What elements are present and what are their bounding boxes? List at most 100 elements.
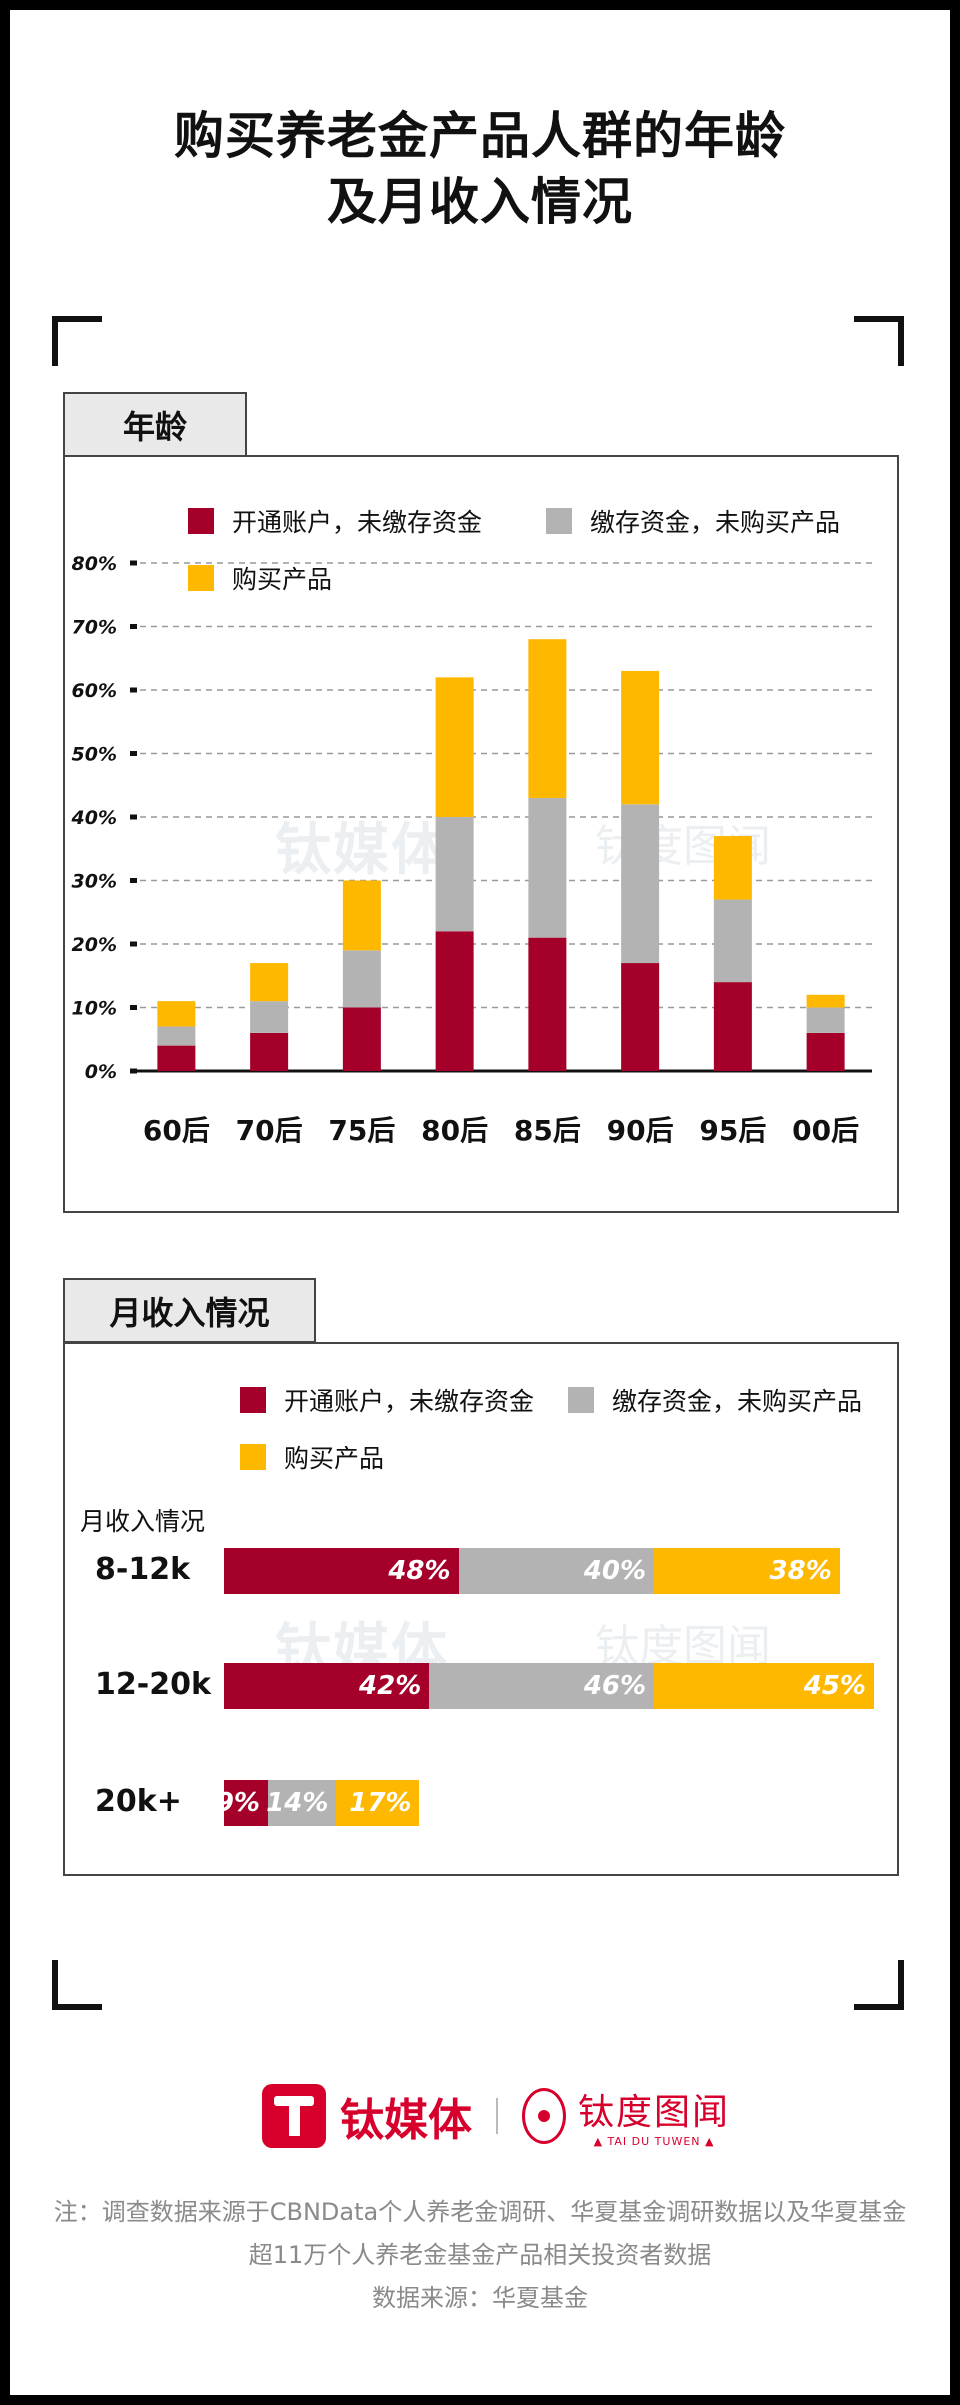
bar-segment: 42% bbox=[224, 1663, 430, 1709]
x-tick-label: 60后 bbox=[143, 1114, 210, 1147]
bar-segment: 14% bbox=[266, 1780, 337, 1826]
legend-swatch-red bbox=[188, 508, 214, 534]
legend-swatch-gray bbox=[568, 1387, 594, 1413]
income-axis-label: 月收入情况 bbox=[80, 1507, 206, 1536]
income-bar-row: 9% 14% 17% bbox=[216, 1780, 420, 1826]
bar-segment bbox=[621, 963, 660, 1071]
bar-segment bbox=[621, 670, 660, 805]
bar-segment: 46% bbox=[429, 1663, 655, 1709]
bar-segment bbox=[342, 1007, 381, 1071]
legend-label-gray: 缴存资金，未购买产品 bbox=[590, 508, 841, 537]
income-bar-row: 48% 40% 38% bbox=[224, 1548, 840, 1594]
income-category-label: 12-20k bbox=[95, 1667, 211, 1702]
corner-bracket-bottom-left bbox=[52, 1960, 102, 2010]
age-chart-panel bbox=[63, 455, 899, 1213]
data-label: 42% bbox=[359, 1671, 422, 1701]
footer-brand: 钛媒体 bbox=[340, 2094, 472, 2146]
footer-divider bbox=[496, 2097, 498, 2134]
age-legend-red: 开通账户，未缴存资金 bbox=[188, 503, 482, 539]
y-tick-label: 80% bbox=[72, 553, 117, 575]
footer-partner: 钛度图闻 bbox=[578, 2092, 731, 2133]
legend-label-yellow: 购买产品 bbox=[284, 1444, 385, 1473]
taidu-logo-text: 钛度图闻 ▲ TAI DU TUWEN ▲ bbox=[578, 2083, 730, 2148]
income-category-label: 8-12k bbox=[95, 1552, 191, 1587]
x-tick-label: 00后 bbox=[792, 1114, 859, 1147]
bar-segment bbox=[528, 937, 567, 1071]
data-label: 48% bbox=[388, 1556, 451, 1586]
y-tick-mark bbox=[130, 687, 137, 693]
bar-segment bbox=[157, 1001, 196, 1027]
data-label: 38% bbox=[769, 1556, 832, 1586]
bar-segment: 17% bbox=[336, 1780, 420, 1826]
bar-segment bbox=[157, 1026, 196, 1046]
bar-segment bbox=[435, 677, 474, 817]
x-tick-label: 90后 bbox=[607, 1114, 674, 1147]
y-tick-label: 60% bbox=[72, 680, 117, 702]
bar-segment bbox=[713, 982, 752, 1071]
legend-label-gray: 缴存资金，未购买产品 bbox=[612, 1387, 863, 1416]
watermark-brand: 钛媒体 bbox=[275, 818, 449, 883]
bar-segment bbox=[250, 1032, 289, 1071]
footer-logos: 钛媒体 钛度图闻 ▲ TAI DU TUWEN ▲ bbox=[262, 2083, 730, 2148]
bar-segment: 9% bbox=[216, 1780, 268, 1826]
y-tick-mark bbox=[130, 751, 137, 756]
bar-segment bbox=[713, 836, 752, 900]
x-tick-label: 85后 bbox=[514, 1114, 581, 1147]
x-tick-label: 95后 bbox=[699, 1114, 766, 1147]
y-tick-mark bbox=[130, 941, 137, 947]
y-tick-label: 10% bbox=[72, 998, 117, 1020]
income-legend-red: 开通账户，未缴存资金 bbox=[240, 1382, 534, 1418]
corner-bracket-top-left bbox=[52, 316, 102, 366]
x-tick-label: 80后 bbox=[421, 1114, 488, 1147]
corner-bracket-bottom-right bbox=[854, 1960, 904, 2010]
data-source: 数据来源：华夏基金 bbox=[372, 2284, 588, 2312]
legend-swatch-yellow bbox=[188, 565, 214, 591]
bar-segment bbox=[528, 797, 567, 938]
bar-segment bbox=[342, 950, 381, 1008]
data-label: 14% bbox=[266, 1788, 329, 1818]
legend-label-red: 开通账户，未缴存资金 bbox=[284, 1387, 535, 1416]
age-stacked-bar-chart: 0% 10% 20% 30% 40% 50% 60% 70% 80% 60后 70后 75后 80后 85… bbox=[71, 553, 872, 1147]
legend-swatch-yellow bbox=[240, 1444, 266, 1470]
page-title: 购买养老金产品人群的年龄 及月收入情况 bbox=[0, 103, 960, 235]
bar-segment bbox=[713, 899, 752, 983]
footnote-line-2: 超11万个人养老金基金产品相关投资者数据 bbox=[248, 2241, 712, 2269]
age-legend-gray: 缴存资金，未购买产品 bbox=[546, 503, 840, 539]
data-label: 40% bbox=[583, 1556, 647, 1586]
age-legend-yellow: 购买产品 bbox=[188, 560, 332, 596]
legend-swatch-red bbox=[240, 1387, 266, 1413]
y-tick-mark bbox=[130, 560, 137, 566]
data-label: 45% bbox=[803, 1671, 866, 1701]
income-legend-gray: 缴存资金，未购买产品 bbox=[568, 1382, 862, 1418]
bar-segment: 48% bbox=[224, 1548, 459, 1594]
taidu-logo-icon bbox=[522, 2087, 566, 2144]
bar-segment bbox=[806, 994, 845, 1008]
y-tick-label: 30% bbox=[72, 871, 117, 893]
y-tick-label: 20% bbox=[72, 934, 117, 956]
data-label: 9% bbox=[215, 1788, 260, 1818]
tmtpost-logo-icon bbox=[262, 2083, 326, 2148]
y-tick-label: 0% bbox=[85, 1061, 117, 1083]
data-label: 46% bbox=[583, 1671, 647, 1701]
x-tick-label: 75后 bbox=[328, 1114, 395, 1147]
corner-bracket-top-right bbox=[854, 316, 904, 366]
x-tick-label: 70后 bbox=[236, 1114, 303, 1147]
title-line-1: 购买养老金产品人群的年龄 bbox=[174, 107, 786, 165]
bar-segment bbox=[250, 963, 289, 1002]
age-section-tab: 年龄 bbox=[63, 392, 247, 457]
legend-label-red: 开通账户，未缴存资金 bbox=[232, 508, 483, 537]
income-section-tab: 月收入情况 bbox=[63, 1278, 316, 1343]
y-tick-label: 70% bbox=[72, 617, 117, 639]
title-line-2: 及月收入情况 bbox=[327, 173, 633, 231]
bar-segment bbox=[435, 931, 474, 1071]
bar-segment bbox=[157, 1045, 196, 1071]
bar-segment bbox=[250, 1001, 289, 1033]
bar-segment bbox=[806, 1032, 845, 1071]
legend-swatch-gray bbox=[546, 508, 572, 534]
y-tick-label: 40% bbox=[71, 807, 117, 829]
footnote-line-1: 注：调查数据来源于CBNData个人养老金调研、华夏基金调研数据以及华夏基金 bbox=[53, 2198, 907, 2226]
bar-segment bbox=[806, 1007, 845, 1033]
income-bar-row: 42% 46% 45% bbox=[224, 1663, 874, 1709]
y-tick-mark bbox=[130, 624, 137, 629]
legend-label-yellow: 购买产品 bbox=[232, 565, 333, 594]
